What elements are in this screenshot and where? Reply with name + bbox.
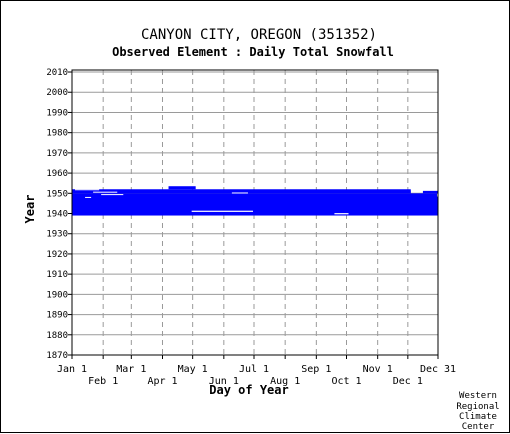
grid-lines (72, 70, 438, 356)
x-tick-label: Jun 1 (209, 376, 239, 387)
x-tick-label: Dec 31 (420, 364, 456, 375)
y-tick-label: 2000 (46, 88, 68, 98)
credit-line: Regional (456, 402, 499, 412)
x-tick-label: Mar 1 (116, 364, 146, 375)
chart-title: CANYON CITY, OREGON (351352) (141, 27, 377, 43)
x-tick-label: Apr 1 (147, 376, 177, 387)
y-tick-label: 1880 (46, 331, 68, 341)
y-tick-label: 1960 (46, 169, 68, 179)
credit-line: Climate (459, 412, 497, 422)
y-tick-label: 1970 (46, 149, 68, 159)
x-tick-label: Nov 1 (363, 364, 393, 375)
x-tick-label: Feb 1 (88, 376, 118, 387)
y-tick-label: 1940 (46, 210, 68, 220)
coverage-bar (422, 190, 438, 194)
y-tick-label: 1930 (46, 230, 68, 240)
coverage-gap (101, 194, 124, 196)
x-axis-label: Day of Year (209, 383, 288, 397)
y-axis: 2010 2000 1990 1980 1970 1960 1950 1940 1930 1920… (46, 68, 72, 361)
x-tick-label: May 1 (178, 364, 208, 375)
y-tick-label: 1900 (46, 290, 68, 300)
coverage-bar (72, 189, 411, 194)
credit-line: Western (459, 391, 497, 401)
credit-text: Western Regional Climate Center (456, 391, 499, 432)
x-tick-label: Jan 1 (57, 364, 87, 375)
coverage-gap (410, 188, 423, 191)
y-tick-label: 1950 (46, 189, 68, 199)
plot-area (71, 69, 439, 356)
y-tick-label: 1920 (46, 250, 68, 260)
x-tick-label: Oct 1 (331, 376, 361, 387)
coverage-gap (334, 213, 349, 215)
coverage-gap (93, 191, 118, 193)
x-tick-label: Jul 1 (239, 364, 269, 375)
coverage-gap (85, 196, 92, 198)
coverage-gap (75, 189, 100, 191)
coverage-bar (72, 193, 438, 216)
chart-subtitle: Observed Element : Daily Total Snowfall (112, 45, 394, 59)
coverage-gap (191, 210, 253, 212)
y-tick-label: 2010 (46, 68, 68, 78)
y-tick-label: 1890 (46, 311, 68, 321)
x-axis: Jan 1 Mar 1 May 1 Jul 1 Sep 1 Nov 1 Dec 31 Feb … (57, 355, 456, 387)
credit-line: Center (462, 422, 495, 432)
coverage-gap (436, 193, 438, 197)
y-tick-label: 1980 (46, 129, 68, 139)
y-tick-label: 1910 (46, 270, 68, 280)
coverage-gap (231, 192, 248, 194)
y-tick-label: 1990 (46, 108, 68, 118)
y-axis-label: Year (23, 195, 37, 224)
y-tick-label: 1870 (46, 351, 68, 361)
x-tick-label: Sep 1 (301, 364, 331, 375)
coverage-bar (168, 186, 196, 190)
x-tick-label: Aug 1 (270, 376, 300, 387)
x-tick-label: Dec 1 (393, 376, 423, 387)
data-coverage (72, 186, 438, 216)
